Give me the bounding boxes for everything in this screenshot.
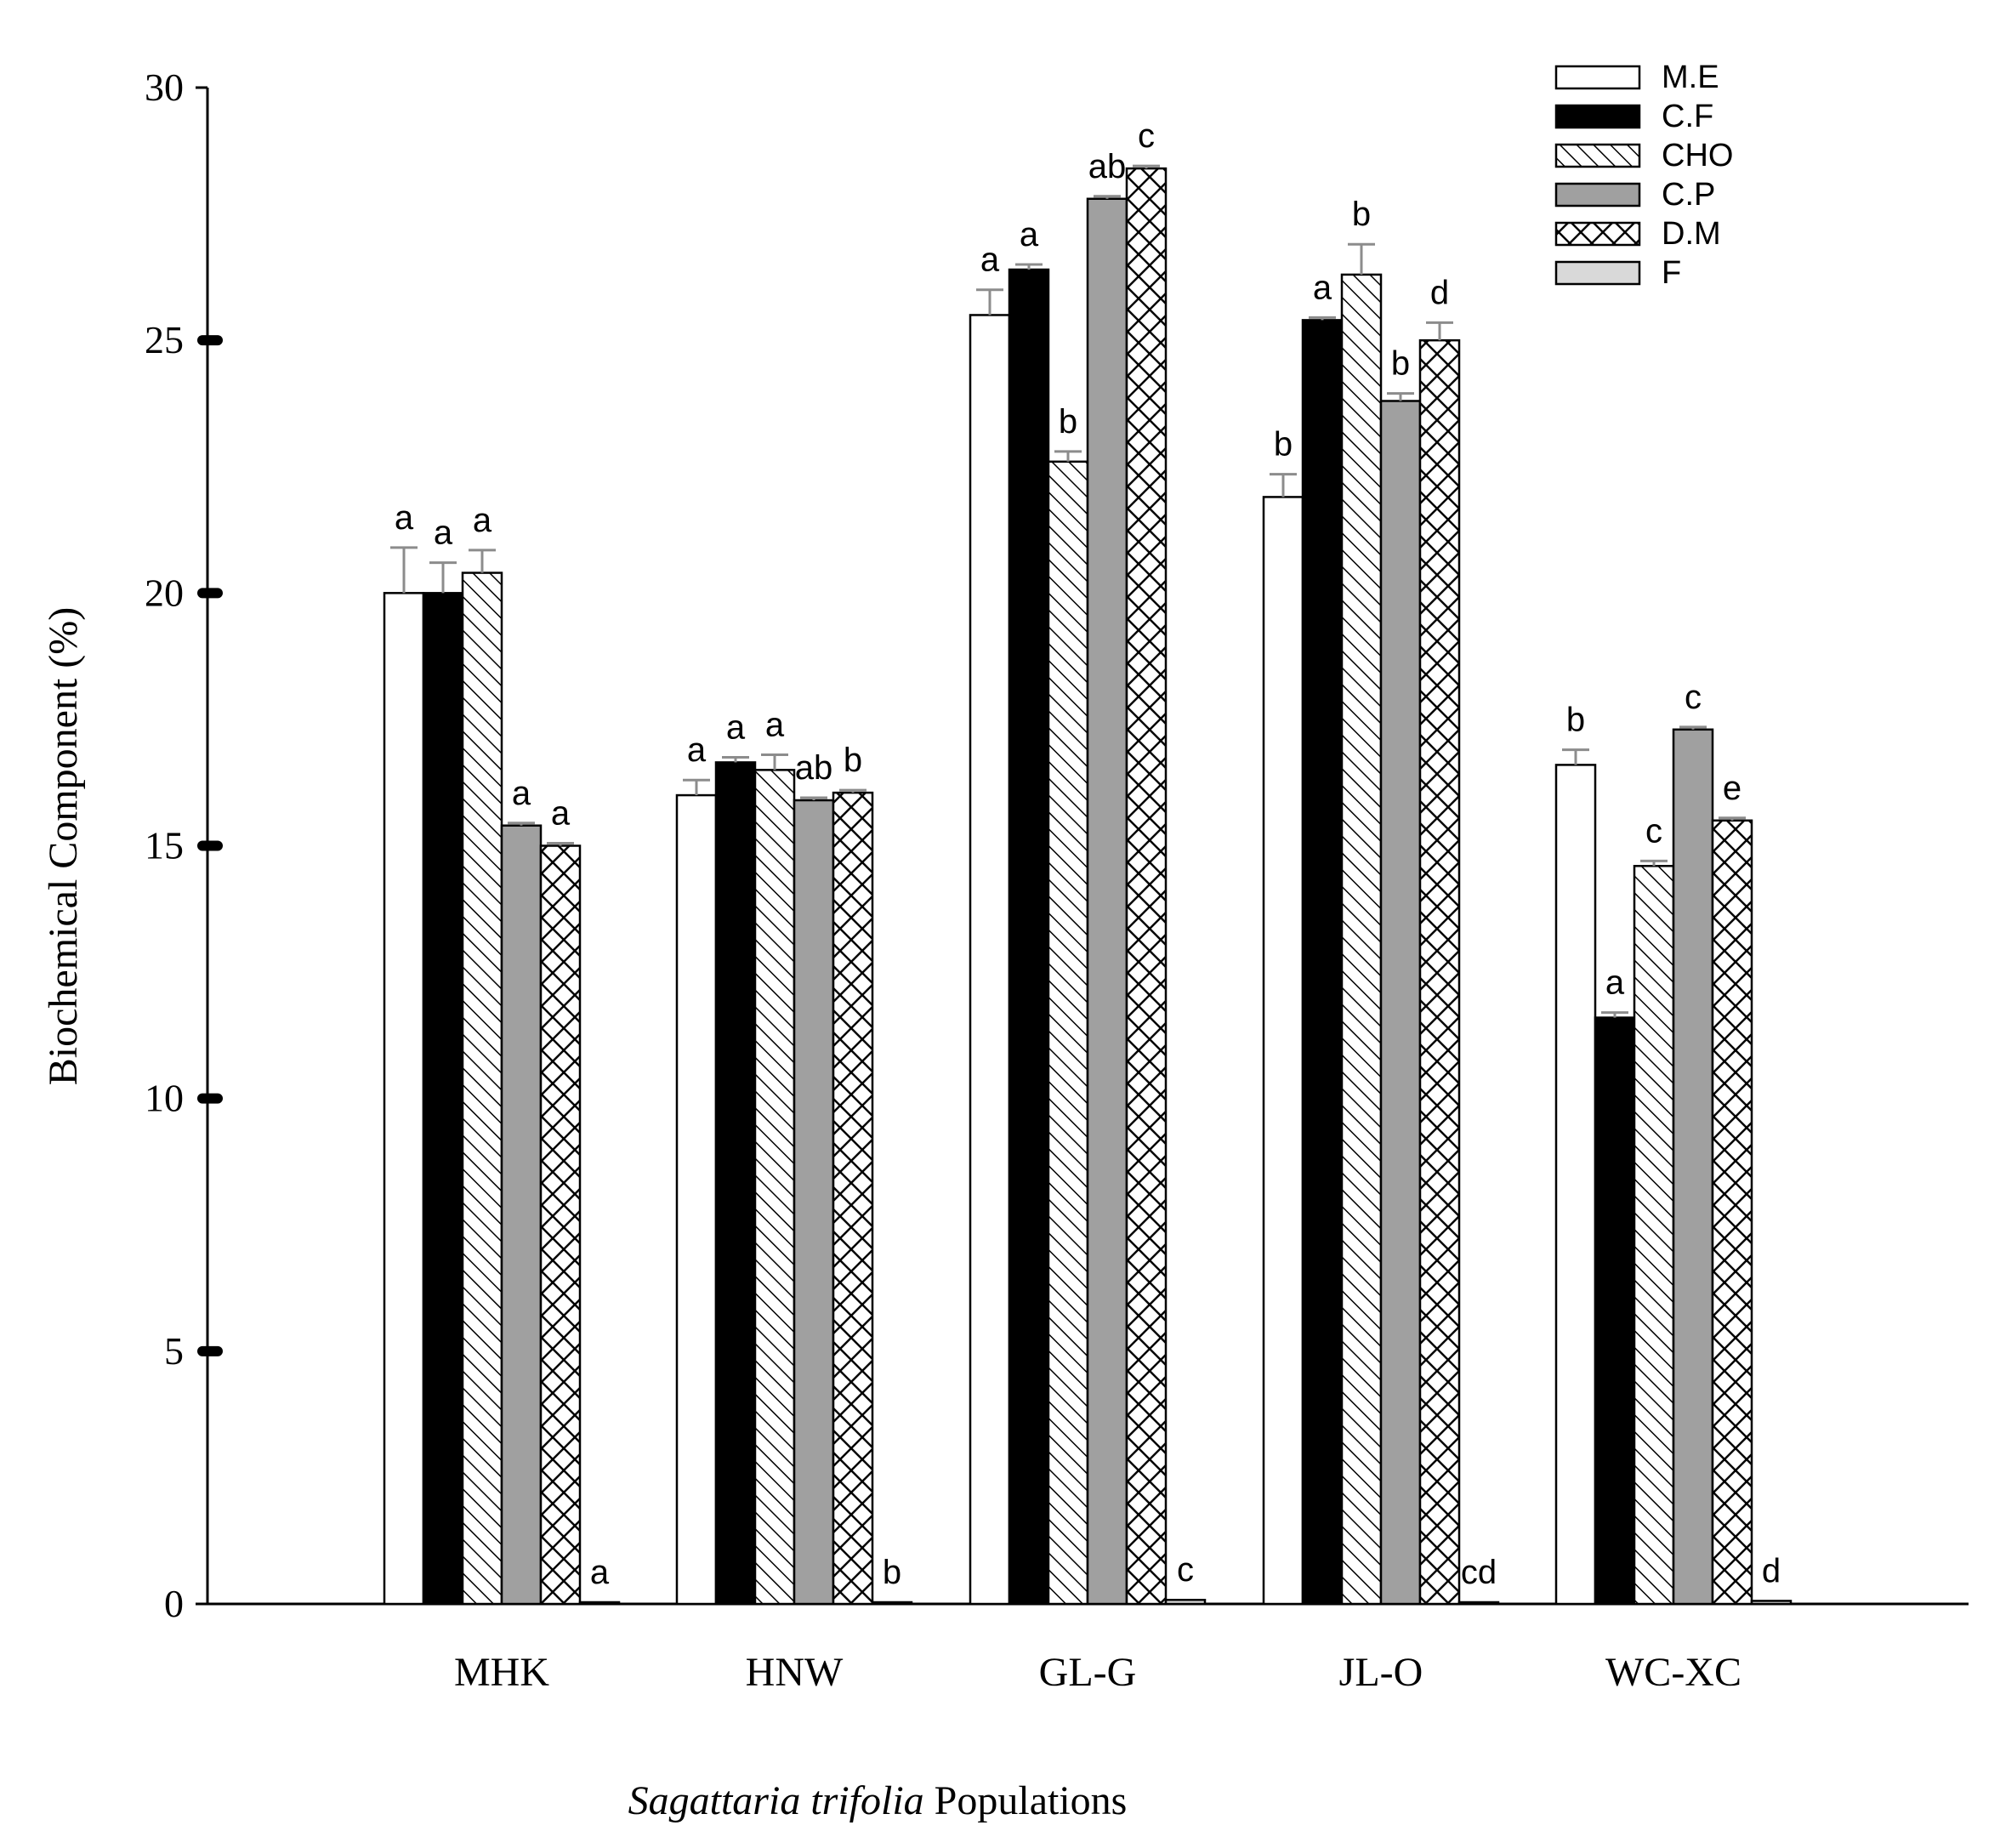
significance-letter: a	[687, 731, 707, 769]
significance-letter: e	[1723, 770, 1741, 807]
bar-cho-hnw	[753, 769, 796, 1606]
bars	[383, 164, 1793, 1606]
bar-f-jl-o	[1457, 1601, 1500, 1606]
x-axis-title-species: Sagattaria trifolia	[628, 1778, 924, 1823]
legend-label: CHO	[1662, 138, 1733, 173]
significance-letter: a	[590, 1554, 610, 1591]
legend-label: M.E	[1662, 60, 1719, 95]
significance-letter: a	[512, 775, 531, 812]
y-tick-label: 5	[164, 1329, 184, 1373]
significance-letter: c	[1645, 812, 1662, 850]
significance-letter: b	[1059, 403, 1077, 441]
bar-cp-mhk	[500, 824, 543, 1606]
bar-cf-gl-g	[1008, 268, 1050, 1606]
bar-f-mhk	[578, 1601, 621, 1606]
significance-letter: b	[1274, 426, 1293, 463]
bar-cp-jl-o	[1379, 400, 1422, 1606]
significance-letter: a	[980, 242, 1000, 279]
y-tick-mark	[197, 1093, 223, 1104]
significance-letter: b	[883, 1554, 901, 1591]
bar-cho-jl-o	[1340, 273, 1383, 1606]
bar-dm-mhk	[539, 844, 582, 1606]
significance-letter: d	[1762, 1552, 1781, 1589]
legend-swatch	[1554, 221, 1641, 247]
y-tick-label: 10	[145, 1077, 184, 1120]
category-label: MHK	[454, 1650, 549, 1695]
y-tick-label: 0	[164, 1582, 184, 1625]
significance-letter: cd	[1461, 1554, 1497, 1591]
legend-swatch	[1554, 65, 1641, 90]
x-axis-title: Sagattaria trifolia Populations	[628, 1778, 1128, 1823]
significance-letter: a	[1313, 269, 1332, 306]
significance-letter: a	[765, 707, 785, 744]
significance-letter: a	[395, 499, 414, 537]
significance-letter: b	[844, 742, 862, 779]
bar-cho-wc-xc	[1633, 865, 1675, 1606]
bar-cp-wc-xc	[1672, 728, 1714, 1606]
significance-letter: ab	[1088, 148, 1127, 185]
significance-letter: ab	[795, 749, 833, 787]
bar-cf-jl-o	[1301, 319, 1344, 1606]
significance-letter: a	[473, 502, 492, 539]
y-tick-label: 20	[145, 571, 184, 614]
bar-cf-hnw	[714, 761, 757, 1606]
category-label: HNW	[746, 1650, 844, 1695]
bar-cf-mhk	[422, 592, 464, 1606]
bar-cp-hnw	[793, 799, 835, 1606]
bar-cho-mhk	[461, 571, 503, 1606]
bar-me-gl-g	[969, 314, 1011, 1606]
y-tick-label: 25	[145, 318, 184, 361]
significance-letter: a	[726, 708, 746, 746]
category-label: WC-XC	[1605, 1650, 1741, 1695]
legend-label: D.M	[1662, 216, 1721, 252]
bar-me-hnw	[675, 793, 718, 1606]
legend-label: C.F	[1662, 99, 1713, 134]
legend-swatch	[1554, 260, 1641, 286]
y-tick-mark	[197, 1345, 223, 1356]
legend-swatch	[1554, 143, 1641, 168]
y-tick-label: 15	[145, 824, 184, 867]
bar-dm-hnw	[832, 791, 874, 1606]
significance-letter: a	[551, 795, 571, 833]
significance-letter: b	[1391, 345, 1410, 383]
category-label: GL-G	[1039, 1650, 1137, 1695]
bar-dm-wc-xc	[1711, 819, 1753, 1606]
legend-label: C.P	[1662, 177, 1715, 213]
legend-swatch	[1554, 182, 1641, 208]
significance-letter: d	[1430, 274, 1449, 311]
bar-f-wc-xc	[1750, 1600, 1793, 1606]
y-axis-title: Biochemical Component (%)	[41, 607, 86, 1086]
legend-label: F	[1662, 255, 1681, 291]
bar-f-gl-g	[1164, 1598, 1207, 1606]
significance-letter: a	[1605, 964, 1625, 1002]
bar-dm-gl-g	[1125, 167, 1168, 1606]
x-axis-title-suffix: Populations	[924, 1778, 1128, 1823]
significance-letter: b	[1352, 196, 1371, 233]
significance-letter: a	[434, 515, 453, 552]
bar-cho-gl-g	[1047, 460, 1089, 1606]
bar-cf-wc-xc	[1594, 1016, 1636, 1606]
y-tick-mark	[197, 840, 223, 851]
bar-cp-gl-g	[1086, 197, 1128, 1606]
significance-letter: c	[1138, 117, 1155, 155]
y-tick-mark	[197, 588, 223, 599]
y-tick-label: 30	[145, 65, 184, 109]
bar-me-jl-o	[1262, 496, 1304, 1606]
y-tick-mark	[197, 335, 223, 346]
significance-letter: c	[1685, 679, 1702, 716]
significance-letter: c	[1177, 1551, 1194, 1589]
bar-f-hnw	[871, 1601, 913, 1606]
legend-swatch	[1554, 104, 1641, 129]
significance-letter: b	[1566, 702, 1585, 739]
bar-me-wc-xc	[1554, 764, 1597, 1606]
bar-me-mhk	[383, 592, 425, 1606]
legend: M.E C.F CHO C.PD.MF	[1554, 60, 1733, 291]
category-label: JL-O	[1339, 1650, 1423, 1695]
significance-letter: a	[1020, 216, 1039, 253]
bar-dm-jl-o	[1418, 338, 1461, 1606]
